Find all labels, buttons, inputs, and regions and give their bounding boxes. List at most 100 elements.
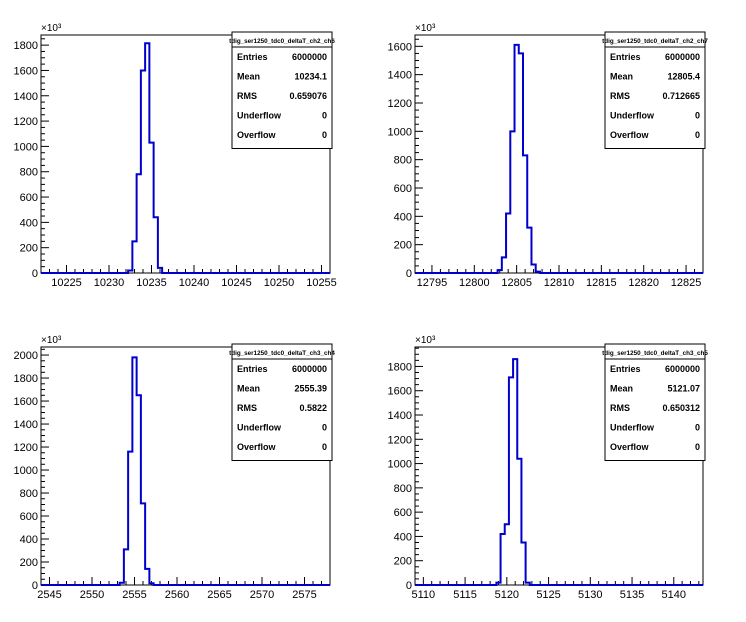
- y-tick-label: 800: [394, 155, 412, 167]
- stats-label-mean: Mean: [237, 72, 260, 82]
- y-tick-label: 0: [32, 580, 38, 592]
- x-tick-label: 12820: [628, 277, 659, 289]
- y-tick-label: 1800: [14, 40, 38, 52]
- stats-label-rms: RMS: [237, 91, 257, 101]
- x-tick-label: 2550: [80, 589, 104, 601]
- x-tick-label: 10245: [221, 277, 252, 289]
- y-tick-label: 0: [32, 268, 38, 280]
- stats-title: tdig_ser1250_tdc0_deltaT_ch2_ch6: [229, 38, 335, 45]
- y-tick-label: 1600: [14, 396, 38, 408]
- y-tick-label: 1200: [388, 98, 412, 110]
- histogram-panel-3: 0 200 400 600 800 1000 1200 1400 1600 1800 2000×10…: [14, 335, 336, 601]
- y-tick-label: 600: [394, 507, 412, 519]
- x-tick-label: 10230: [94, 277, 125, 289]
- y-tick-label: 1000: [388, 126, 412, 138]
- x-tick-label: 10255: [306, 277, 337, 289]
- stats-value-overflow: 0: [695, 130, 700, 140]
- y-tick-label: 1400: [14, 419, 38, 431]
- stats-label-entries: Entries: [237, 364, 268, 374]
- x-tick-label: 12800: [459, 277, 490, 289]
- y-tick-label: 200: [20, 243, 38, 255]
- y-exponent-label: ×10³: [41, 23, 62, 34]
- stats-label-rms: RMS: [610, 403, 630, 413]
- stats-label-underflow: Underflow: [610, 111, 655, 121]
- stats-value-mean: 2555.39: [294, 384, 327, 394]
- stats-box: [231, 31, 333, 149]
- stats-value-underflow: 0: [695, 423, 700, 433]
- stats-label-mean: Mean: [237, 384, 260, 394]
- y-tick-label: 400: [394, 211, 412, 223]
- y-tick-label: 1600: [14, 65, 38, 77]
- stats-value-overflow: 0: [322, 130, 327, 140]
- y-tick-label: 400: [20, 534, 38, 546]
- stats-value-mean: 12805.4: [667, 72, 700, 82]
- y-tick-label: 400: [20, 217, 38, 229]
- stats-label-overflow: Overflow: [610, 130, 650, 140]
- x-tick-label: 5115: [453, 589, 477, 601]
- y-tick-label: 1200: [14, 116, 38, 128]
- stats-value-underflow: 0: [322, 423, 327, 433]
- stats-box: [604, 343, 706, 461]
- y-tick-label: 1800: [14, 373, 38, 385]
- histogram-panel-2: 0 200 400 600 800 1000 1200 1400 1600×10³ 12795 12…: [388, 23, 709, 289]
- y-tick-label: 200: [394, 556, 412, 568]
- x-tick-label: 2545: [37, 589, 61, 601]
- stats-value-entries: 6000000: [665, 364, 700, 374]
- y-tick-label: 600: [20, 511, 38, 523]
- stats-label-mean: Mean: [610, 384, 633, 394]
- x-tick-label: 5125: [536, 589, 560, 601]
- y-tick-label: 800: [20, 167, 38, 179]
- y-tick-label: 1800: [388, 361, 412, 373]
- x-tick-label: 10225: [51, 277, 82, 289]
- stats-value-rms: 0.5822: [299, 403, 327, 413]
- y-exponent-label: ×10³: [415, 335, 436, 346]
- y-tick-label: 400: [394, 531, 412, 543]
- histogram-panel-4: 0 200 400 600 800 1000 1200 1400 1600 1800 ×10³ 511…: [388, 335, 709, 601]
- stats-label-underflow: Underflow: [237, 423, 282, 433]
- y-tick-label: 1200: [14, 442, 38, 454]
- stats-label-rms: RMS: [610, 91, 630, 101]
- y-tick-label: 1000: [14, 465, 38, 477]
- y-tick-label: 1400: [14, 91, 38, 103]
- stats-label-overflow: Overflow: [610, 442, 650, 452]
- stats-label-overflow: Overflow: [237, 130, 277, 140]
- x-tick-label: 10240: [179, 277, 210, 289]
- stats-value-underflow: 0: [695, 111, 700, 121]
- stats-value-rms: 0.659076: [289, 91, 327, 101]
- y-tick-label: 600: [394, 183, 412, 195]
- stats-value-entries: 6000000: [665, 52, 700, 62]
- stats-label-mean: Mean: [610, 72, 633, 82]
- stats-value-entries: 6000000: [292, 52, 327, 62]
- y-tick-label: 800: [20, 488, 38, 500]
- stats-label-entries: Entries: [610, 364, 641, 374]
- stats-title: tdig_ser1250_tdc0_deltaT_ch2_ch7: [602, 38, 708, 45]
- x-tick-label: 5110: [412, 589, 436, 601]
- x-tick-label: 12815: [586, 277, 617, 289]
- stats-value-overflow: 0: [322, 442, 327, 452]
- y-tick-label: 0: [406, 580, 412, 592]
- stats-label-underflow: Underflow: [610, 423, 655, 433]
- stats-label-rms: RMS: [237, 403, 257, 413]
- x-tick-label: 2555: [122, 589, 146, 601]
- histogram-outline: [41, 356, 330, 586]
- stats-label-underflow: Underflow: [237, 111, 282, 121]
- histogram-outline: [415, 43, 703, 274]
- histogram-panel-1: 0 200 400 600 800 1000 1200 1400 1600 1800×10³ 102…: [14, 23, 337, 289]
- y-exponent-label: ×10³: [415, 23, 436, 34]
- histogram-outline: [41, 42, 330, 274]
- y-tick-label: 1600: [388, 386, 412, 398]
- x-tick-label: 5140: [662, 589, 686, 601]
- y-tick-label: 600: [20, 192, 38, 204]
- y-tick-label: 1000: [388, 459, 412, 471]
- stats-box: [231, 343, 333, 461]
- y-tick-label: 0: [406, 268, 412, 280]
- stats-value-entries: 6000000: [292, 364, 327, 374]
- stats-label-entries: Entries: [610, 52, 641, 62]
- x-tick-label: 10235: [136, 277, 167, 289]
- stats-value-mean: 10234.1: [294, 72, 327, 82]
- y-tick-label: 800: [394, 483, 412, 495]
- x-tick-label: 5135: [620, 589, 644, 601]
- y-tick-label: 1400: [388, 410, 412, 422]
- x-tick-label: 12805: [501, 277, 532, 289]
- stats-title: tdig_ser1250_tdc0_deltaT_ch3_ch5: [602, 350, 708, 357]
